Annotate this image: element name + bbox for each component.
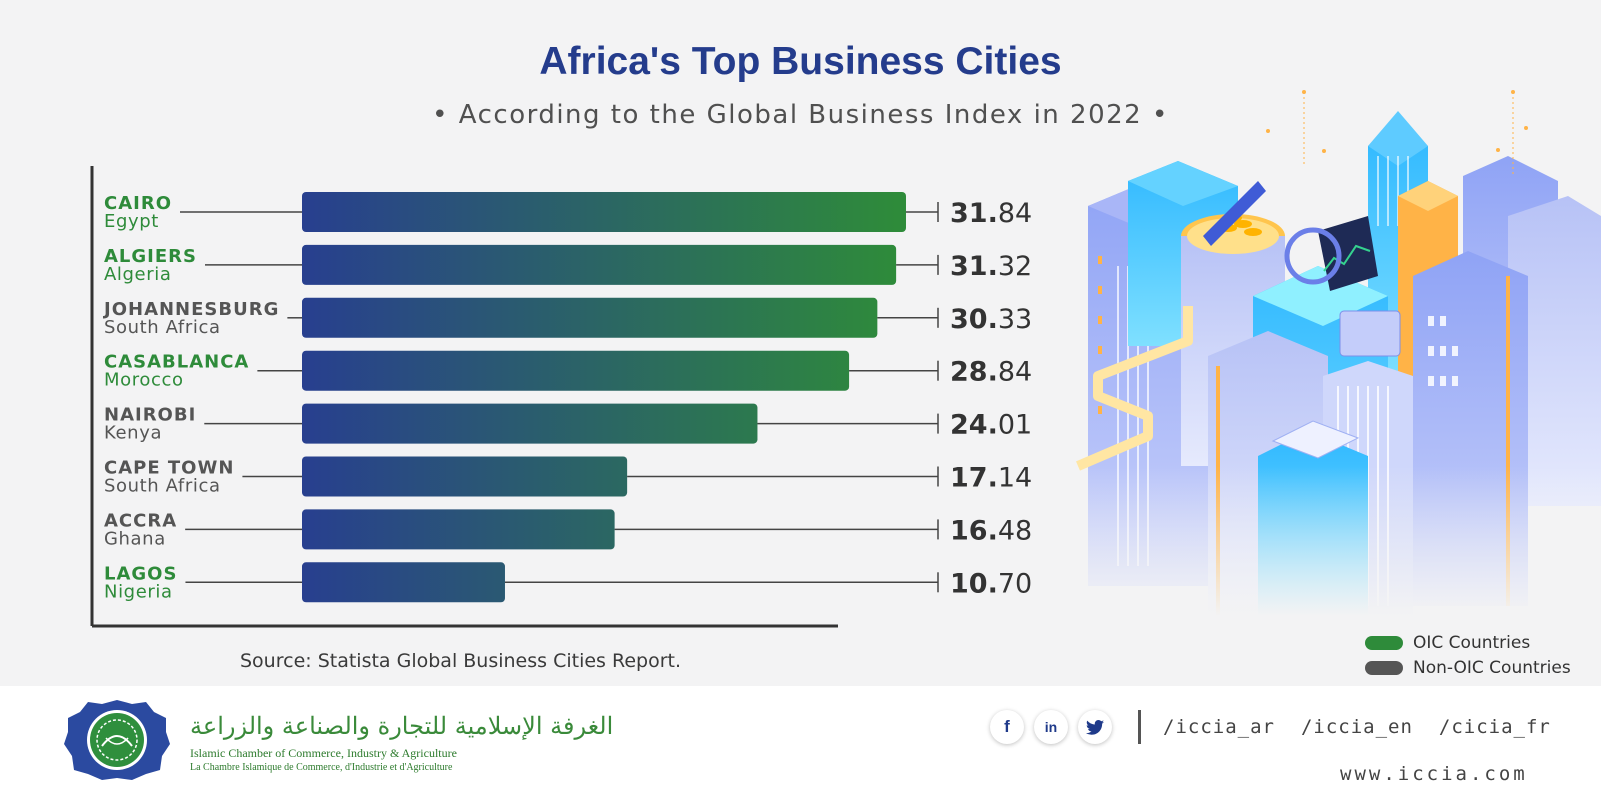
facebook-icon[interactable]: f bbox=[990, 710, 1024, 744]
country-label-lagos: Nigeria bbox=[104, 581, 173, 602]
value-label-algiers: 31.32 bbox=[950, 251, 1032, 282]
country-label-johannesburg: South Africa bbox=[104, 317, 221, 338]
city-label-cape-town: CAPE TOWN bbox=[104, 458, 234, 479]
value-label-casablanca: 28.84 bbox=[950, 357, 1032, 388]
org-name-arabic: الغرفة الإسلامية للتجارة والصناعة والزرا… bbox=[190, 712, 614, 740]
country-label-algiers: Algeria bbox=[104, 264, 171, 285]
org-name-english: Islamic Chamber of Commerce, Industry & … bbox=[190, 746, 457, 760]
country-label-accra: Ghana bbox=[104, 528, 166, 549]
country-label-nairobi: Kenya bbox=[104, 423, 162, 444]
source-note: Source: Statista Global Business Cities … bbox=[240, 650, 682, 672]
value-integer-accra: 16. bbox=[950, 515, 998, 546]
social-divider bbox=[1138, 710, 1141, 744]
country-label-casablanca: Morocco bbox=[104, 370, 184, 391]
legend-label-non-oic: Non-OIC Countries bbox=[1413, 657, 1571, 678]
value-label-accra: 16.48 bbox=[950, 515, 1032, 546]
legend-swatch-non-oic bbox=[1365, 660, 1403, 675]
value-decimal-lagos: 70 bbox=[998, 568, 1032, 599]
twitter-icon[interactable] bbox=[1078, 710, 1112, 744]
bar-casablanca bbox=[302, 350, 850, 391]
iccia-seal-logo bbox=[64, 700, 170, 780]
legend-item-oic: OIC Countries bbox=[1365, 630, 1571, 655]
value-decimal-johannesburg: 33 bbox=[998, 304, 1032, 335]
org-name-french: La Chambre Islamique de Commerce, d'Indu… bbox=[190, 762, 453, 773]
legend: OIC Countries Non-OIC Countries bbox=[1365, 630, 1571, 680]
city-label-casablanca: CASABLANCA bbox=[104, 352, 249, 373]
value-integer-cairo: 31. bbox=[950, 198, 998, 229]
org-name-block: الغرفة الإسلامية للتجارة والصناعة والزرا… bbox=[190, 712, 613, 773]
bar-algiers bbox=[302, 244, 897, 285]
value-integer-cape-town: 17. bbox=[950, 463, 998, 494]
city-label-nairobi: NAIROBI bbox=[104, 405, 196, 426]
city-label-algiers: ALGIERS bbox=[104, 246, 197, 267]
bar-cape-town bbox=[302, 456, 628, 497]
city-label-johannesburg: JOHANNESBURG bbox=[102, 299, 279, 320]
value-label-nairobi: 24.01 bbox=[950, 410, 1032, 441]
linkedin-icon[interactable]: in bbox=[1034, 710, 1068, 744]
value-decimal-algiers: 32 bbox=[998, 251, 1032, 282]
bar-accra bbox=[302, 509, 615, 550]
handle-french[interactable]: /cicia_fr bbox=[1438, 716, 1551, 738]
value-integer-lagos: 10. bbox=[950, 568, 998, 599]
bar-cairo bbox=[302, 192, 906, 232]
value-integer-nairobi: 24. bbox=[950, 410, 998, 441]
city-label-cairo: CAIRO bbox=[104, 193, 172, 214]
website-link[interactable]: www.iccia.com bbox=[1340, 763, 1528, 785]
chart-subtitle: • According to the Global Business Index… bbox=[432, 100, 1169, 130]
country-label-cape-town: South Africa bbox=[104, 476, 221, 497]
city-label-lagos: LAGOS bbox=[104, 563, 177, 584]
handle-english[interactable]: /iccia_en bbox=[1300, 716, 1413, 738]
city-label-accra: ACCRA bbox=[104, 510, 177, 531]
legend-label-oic: OIC Countries bbox=[1413, 632, 1531, 653]
value-decimal-cairo: 84 bbox=[998, 198, 1032, 229]
value-label-cape-town: 17.14 bbox=[950, 463, 1032, 494]
social-links: f in /iccia_ar /iccia_en /cicia_fr bbox=[990, 710, 1577, 744]
legend-item-non-oic: Non-OIC Countries bbox=[1365, 655, 1571, 680]
value-label-johannesburg: 30.33 bbox=[950, 304, 1032, 335]
value-integer-algiers: 31. bbox=[950, 251, 998, 282]
footer: الغرفة الإسلامية للتجارة والصناعة والزرا… bbox=[0, 686, 1601, 801]
bar-nairobi bbox=[302, 403, 758, 444]
value-decimal-nairobi: 01 bbox=[998, 410, 1032, 441]
city-illustration bbox=[1068, 90, 1601, 616]
value-label-cairo: 31.84 bbox=[950, 198, 1032, 229]
value-integer-casablanca: 28. bbox=[950, 357, 998, 388]
value-decimal-accra: 48 bbox=[998, 515, 1032, 546]
country-label-cairo: Egypt bbox=[104, 211, 159, 232]
chart-title: Africa's Top Business Cities bbox=[539, 40, 1062, 83]
value-decimal-casablanca: 84 bbox=[998, 357, 1032, 388]
legend-swatch-oic bbox=[1365, 635, 1403, 650]
value-label-lagos: 10.70 bbox=[950, 568, 1032, 599]
handle-arabic[interactable]: /iccia_ar bbox=[1163, 716, 1275, 738]
twitter-bird-glyph bbox=[1086, 719, 1104, 735]
bar-johannesburg bbox=[302, 297, 878, 338]
bar-lagos bbox=[302, 562, 505, 603]
value-decimal-cape-town: 14 bbox=[998, 463, 1032, 494]
value-integer-johannesburg: 30. bbox=[950, 304, 998, 335]
